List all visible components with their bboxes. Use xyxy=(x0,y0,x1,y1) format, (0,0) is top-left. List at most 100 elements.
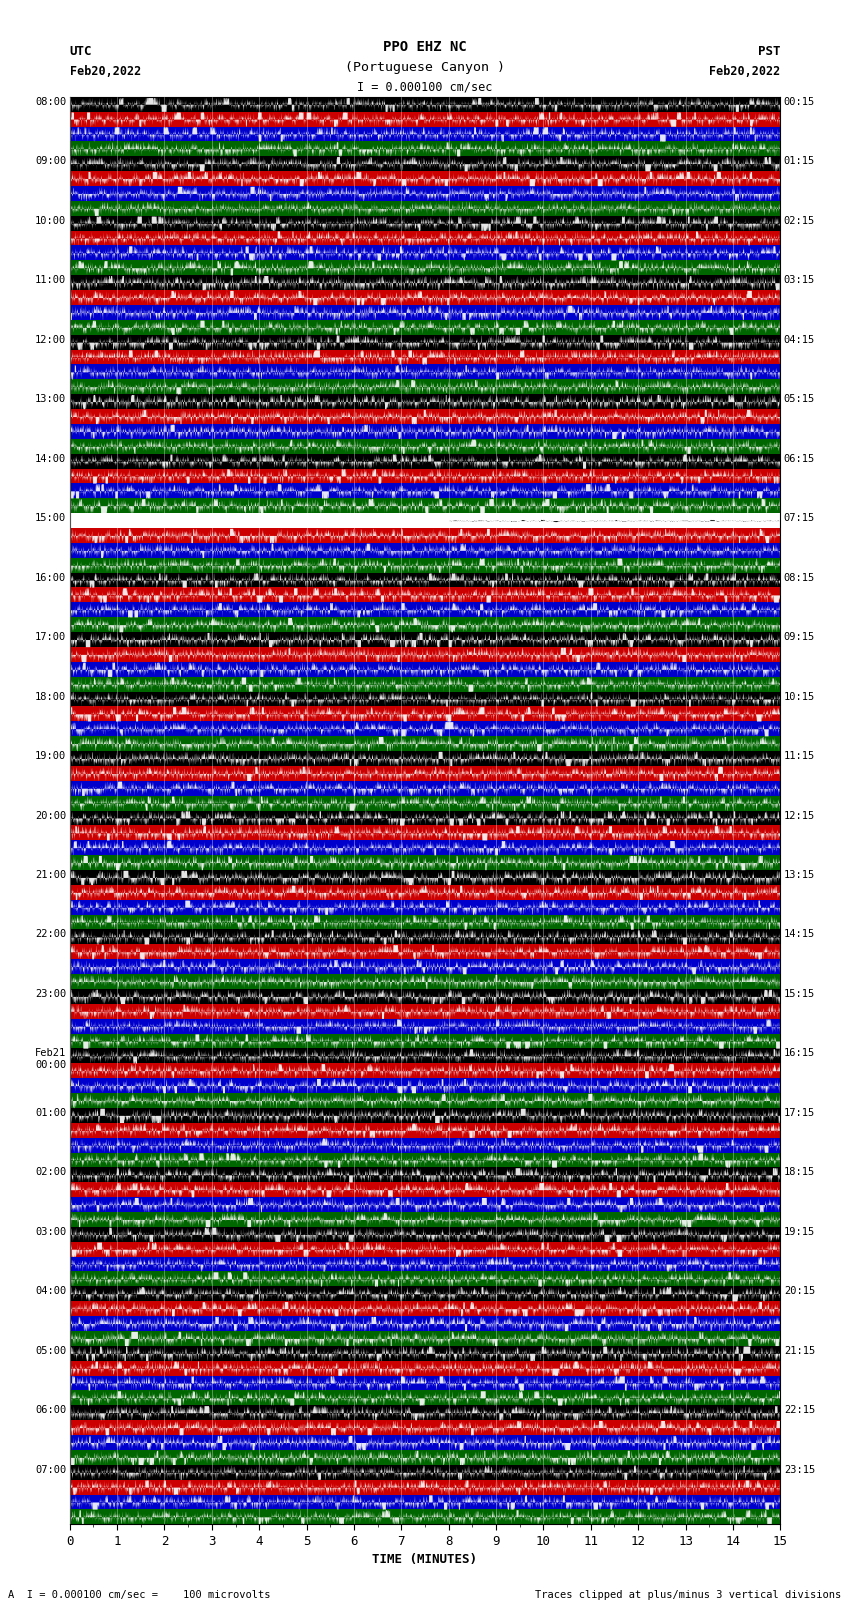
Bar xyxy=(70,1419,780,1436)
Bar xyxy=(70,439,780,453)
Bar xyxy=(70,468,780,484)
Text: 21:15: 21:15 xyxy=(784,1345,815,1357)
Text: 20:15: 20:15 xyxy=(784,1287,815,1297)
Text: 20:00: 20:00 xyxy=(35,810,66,821)
Bar xyxy=(70,156,780,171)
Text: 16:15: 16:15 xyxy=(784,1048,815,1058)
Bar xyxy=(70,1479,780,1495)
Bar xyxy=(70,647,780,661)
Bar xyxy=(70,618,780,632)
Bar xyxy=(70,171,780,185)
Bar xyxy=(70,1271,780,1287)
Bar xyxy=(70,1137,780,1153)
Bar xyxy=(70,915,780,929)
Text: Feb21
00:00: Feb21 00:00 xyxy=(35,1048,66,1069)
Bar xyxy=(70,721,780,736)
Bar xyxy=(70,394,780,410)
Bar xyxy=(70,692,780,706)
Text: 17:00: 17:00 xyxy=(35,632,66,642)
Bar xyxy=(70,766,780,781)
Bar xyxy=(70,111,780,126)
Text: 13:00: 13:00 xyxy=(35,394,66,405)
Bar xyxy=(70,245,780,260)
Text: 03:00: 03:00 xyxy=(35,1227,66,1237)
Text: 23:15: 23:15 xyxy=(784,1465,815,1474)
Bar xyxy=(70,1063,780,1077)
Bar xyxy=(70,1019,780,1034)
Text: 16:00: 16:00 xyxy=(35,573,66,582)
Bar xyxy=(70,1153,780,1168)
Bar xyxy=(70,185,780,202)
Text: 06:00: 06:00 xyxy=(35,1405,66,1415)
Text: 19:00: 19:00 xyxy=(35,752,66,761)
Text: 04:15: 04:15 xyxy=(784,336,815,345)
Bar xyxy=(70,1242,780,1257)
Text: 13:15: 13:15 xyxy=(784,869,815,881)
Bar xyxy=(70,1227,780,1242)
Bar xyxy=(70,1316,780,1331)
Text: 04:00: 04:00 xyxy=(35,1287,66,1297)
Text: 07:15: 07:15 xyxy=(784,513,815,523)
Bar xyxy=(70,424,780,439)
Text: 01:15: 01:15 xyxy=(784,156,815,166)
Bar xyxy=(70,886,780,900)
Text: 02:15: 02:15 xyxy=(784,216,815,226)
Text: 17:15: 17:15 xyxy=(784,1108,815,1118)
Text: Feb20,2022: Feb20,2022 xyxy=(709,65,780,77)
Bar xyxy=(70,453,780,468)
Bar xyxy=(70,350,780,365)
Bar xyxy=(70,632,780,647)
Bar xyxy=(70,202,780,216)
Bar xyxy=(70,319,780,336)
Text: 19:15: 19:15 xyxy=(784,1227,815,1237)
Bar xyxy=(70,513,780,527)
Text: 11:15: 11:15 xyxy=(784,752,815,761)
Bar xyxy=(70,290,780,305)
Text: 05:00: 05:00 xyxy=(35,1345,66,1357)
X-axis label: TIME (MINUTES): TIME (MINUTES) xyxy=(372,1553,478,1566)
Bar xyxy=(70,1287,780,1302)
Text: UTC: UTC xyxy=(70,45,92,58)
Bar xyxy=(70,231,780,245)
Bar xyxy=(70,365,780,379)
Text: 18:00: 18:00 xyxy=(35,692,66,702)
Bar xyxy=(70,544,780,558)
Bar xyxy=(70,900,780,915)
Bar xyxy=(70,527,780,544)
Bar xyxy=(70,810,780,826)
Bar xyxy=(70,573,780,587)
Bar xyxy=(70,855,780,869)
Text: 06:15: 06:15 xyxy=(784,453,815,463)
Text: A  I = 0.000100 cm/sec =    100 microvolts: A I = 0.000100 cm/sec = 100 microvolts xyxy=(8,1590,271,1600)
Text: 07:00: 07:00 xyxy=(35,1465,66,1474)
Text: 00:15: 00:15 xyxy=(784,97,815,106)
Text: I = 0.000100 cm/sec: I = 0.000100 cm/sec xyxy=(357,81,493,94)
Text: 23:00: 23:00 xyxy=(35,989,66,998)
Text: 03:15: 03:15 xyxy=(784,276,815,286)
Bar xyxy=(70,305,780,319)
Bar xyxy=(70,1390,780,1405)
Bar xyxy=(70,1211,780,1227)
Text: 09:15: 09:15 xyxy=(784,632,815,642)
Bar xyxy=(70,1331,780,1345)
Text: PPO EHZ NC: PPO EHZ NC xyxy=(383,40,467,55)
Bar xyxy=(70,1405,780,1419)
Bar xyxy=(70,661,780,677)
Bar xyxy=(70,498,780,513)
Bar xyxy=(70,126,780,142)
Bar xyxy=(70,587,780,602)
Bar xyxy=(70,142,780,156)
Bar xyxy=(70,1345,780,1361)
Text: 10:00: 10:00 xyxy=(35,216,66,226)
Bar xyxy=(70,1168,780,1182)
Text: 08:15: 08:15 xyxy=(784,573,815,582)
Bar xyxy=(70,706,780,721)
Text: 10:15: 10:15 xyxy=(784,692,815,702)
Bar xyxy=(70,336,780,350)
Bar xyxy=(70,1436,780,1450)
Bar xyxy=(70,216,780,231)
Bar xyxy=(70,1077,780,1094)
Bar xyxy=(70,752,780,766)
Bar xyxy=(70,826,780,840)
Text: (Portuguese Canyon ): (Portuguese Canyon ) xyxy=(345,61,505,74)
